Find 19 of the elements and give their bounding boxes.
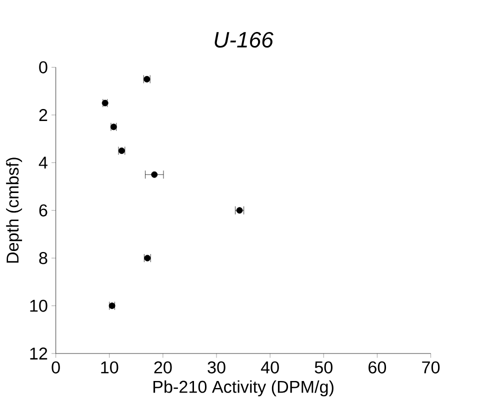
x-tick-label: 10 [101, 362, 118, 374]
point [151, 172, 158, 178]
x-tick-label: 60 [368, 362, 386, 374]
x-tick-label: 40 [260, 362, 279, 374]
x-tick-label: 30 [208, 362, 226, 374]
x-tick-label: 0 [52, 362, 60, 374]
y-tick-label: 8 [39, 252, 48, 264]
chart-title: U-166 [214, 32, 274, 48]
x-axis-title: Pb-210 Activity (DPM/g) [153, 380, 334, 396]
y-tick-label: 12 [30, 348, 48, 360]
y-tick-label: 4 [38, 156, 48, 169]
y-tick-label: 10 [30, 300, 48, 312]
x-tick-label: 70 [422, 362, 440, 374]
y-tick-label: 6 [39, 204, 48, 217]
y-tick-label: 2 [39, 109, 48, 122]
x-tick-label: 20 [154, 362, 172, 374]
y-axis-title: Depth (cmbsf) [6, 158, 22, 263]
x-tick-label: 50 [314, 362, 332, 374]
y-tick-label: 0 [39, 61, 48, 74]
